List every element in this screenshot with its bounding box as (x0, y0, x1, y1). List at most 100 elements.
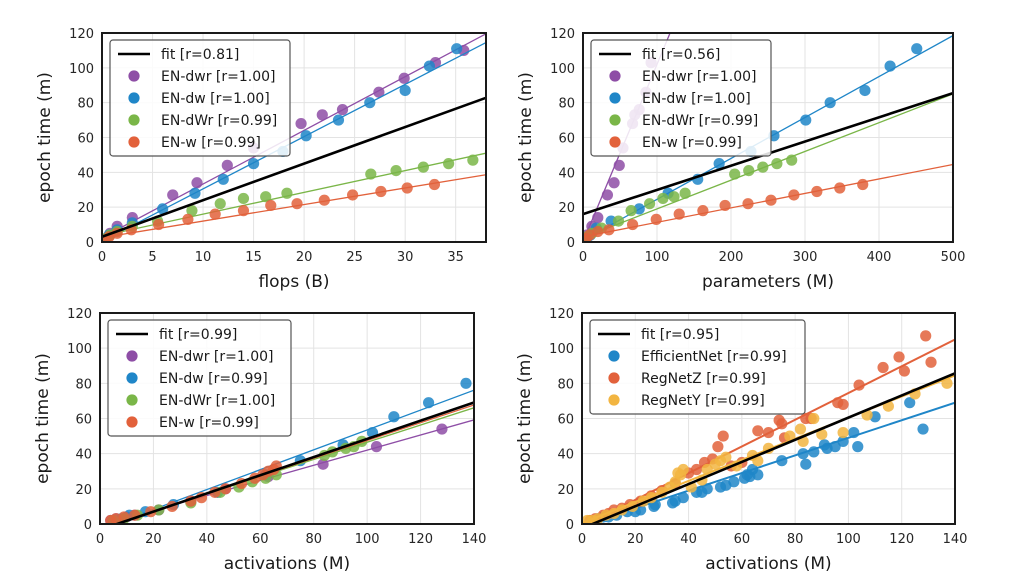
data-point (794, 423, 807, 435)
x-tick-label: 300 (793, 250, 818, 265)
data-point (904, 397, 916, 409)
data-point (877, 361, 889, 374)
data-point (209, 208, 221, 220)
data-point (318, 194, 330, 206)
data-point (898, 365, 910, 377)
legend-marker (608, 372, 620, 384)
legend-marker (128, 92, 140, 104)
x-tick-label: 0 (579, 250, 587, 265)
data-point (837, 426, 849, 439)
series-en-w (583, 163, 953, 242)
data-point (370, 441, 383, 453)
data-point (467, 154, 479, 166)
legend-marker (128, 70, 140, 82)
data-point (853, 379, 865, 391)
y-tick-label: 40 (558, 166, 575, 181)
legend-marker (608, 394, 620, 406)
data-point (677, 492, 689, 504)
legend: fit [r=0.95] EfficientNet [r=0.99] RegNetZ… (589, 319, 806, 415)
data-point (186, 205, 198, 217)
x-tick-label: 100 (645, 250, 670, 265)
x-tick-label: 120 (889, 532, 914, 547)
series-fit-line (102, 174, 486, 239)
x-tick-label: 200 (719, 250, 744, 265)
data-point (399, 84, 411, 97)
data-point (460, 377, 472, 389)
y-tick-label: 60 (77, 132, 94, 147)
legend-label: EN-dw [r=0.99] (159, 371, 268, 387)
data-point (592, 225, 604, 238)
legend: fit [r=0.56] EN-dwr [r=1.00] EN-dw [r=1.00… (590, 39, 772, 157)
y-axis-label: epoch time (m) (515, 353, 535, 484)
axes-frame (581, 312, 956, 525)
data-point (182, 213, 194, 225)
y-tick-label: 0 (84, 518, 92, 533)
legend-label: EfficientNet [r=0.99] (641, 349, 787, 365)
legend-label-fit: fit [r=0.56] (642, 47, 720, 63)
plot-area (103, 377, 474, 524)
legend-box (590, 39, 772, 157)
legend-marker (609, 114, 621, 126)
x-tick-label: 35 (447, 250, 464, 265)
data-point (679, 187, 691, 199)
plot-area (102, 33, 486, 242)
axes-frame (99, 312, 475, 525)
x-tick-label: 25 (346, 250, 363, 265)
data-point (816, 428, 828, 440)
x-tick-label: 140 (943, 532, 968, 547)
x-tick-label: 400 (867, 250, 892, 265)
data-point (743, 164, 755, 177)
data-point (677, 463, 689, 476)
data-point (608, 177, 620, 189)
y-tick-label: 80 (557, 377, 574, 392)
legend-marker (126, 394, 138, 406)
data-point (295, 117, 307, 130)
legend-box (589, 319, 806, 415)
x-tick-label: 0 (578, 532, 586, 547)
overall-fit-line (102, 96, 486, 238)
data-point (265, 199, 277, 212)
y-tick-label: 100 (69, 62, 94, 77)
legend-label: EN-dw [r=1.00] (642, 91, 751, 107)
series-fit-line (102, 42, 486, 242)
x-tick-label: 60 (734, 532, 751, 547)
legend-label-fit: fit [r=0.95] (641, 327, 719, 343)
series-fit-line (583, 163, 953, 238)
data-point (668, 191, 680, 203)
x-tick-label: 20 (627, 532, 644, 547)
x-tick-label: 30 (397, 250, 414, 265)
x-tick-label: 40 (199, 532, 216, 547)
data-point (752, 469, 764, 481)
data-point (625, 205, 637, 217)
data-point (347, 189, 359, 201)
data-point (800, 458, 812, 470)
data-point (644, 198, 656, 210)
x-tick-label: 5 (148, 250, 156, 265)
x-axis-label: activations (M) (705, 554, 831, 574)
legend: fit [r=0.99] EN-dwr [r=1.00] EN-dw [r=0.99… (107, 319, 292, 437)
x-tick-label: 100 (836, 532, 861, 547)
axes-frame (101, 32, 487, 243)
data-point (834, 182, 846, 194)
plot-area (582, 330, 955, 524)
y-axis-label: epoch time (m) (33, 353, 53, 484)
y-tick-label: 60 (75, 413, 92, 428)
legend-marker (609, 92, 621, 104)
y-tick-label: 60 (557, 413, 574, 428)
legend-marker (128, 136, 140, 148)
subplot-flops: 0 5 10 15 20 25 30 35 0 20 40 60 80 100 120 flops (B) ep… (35, 27, 487, 292)
legend-marker (609, 136, 621, 148)
data-point (925, 356, 937, 368)
y-tick-label: 120 (69, 27, 94, 42)
data-point (603, 224, 615, 236)
legend-label: EN-dWr [r=0.99] (161, 113, 277, 129)
y-tick-label: 40 (557, 448, 574, 463)
legend-label-fit: fit [r=0.81] (161, 47, 239, 63)
subplot-activations-efficientnet: 0 20 40 60 80 100 120 140 0 20 40 60 80 100 120 activat… (33, 307, 486, 574)
overall-fit-line (589, 372, 955, 524)
y-tick-label: 80 (77, 97, 94, 112)
series-fit-line (583, 93, 953, 239)
x-tick-label: 0 (98, 250, 106, 265)
data-point (742, 198, 754, 210)
